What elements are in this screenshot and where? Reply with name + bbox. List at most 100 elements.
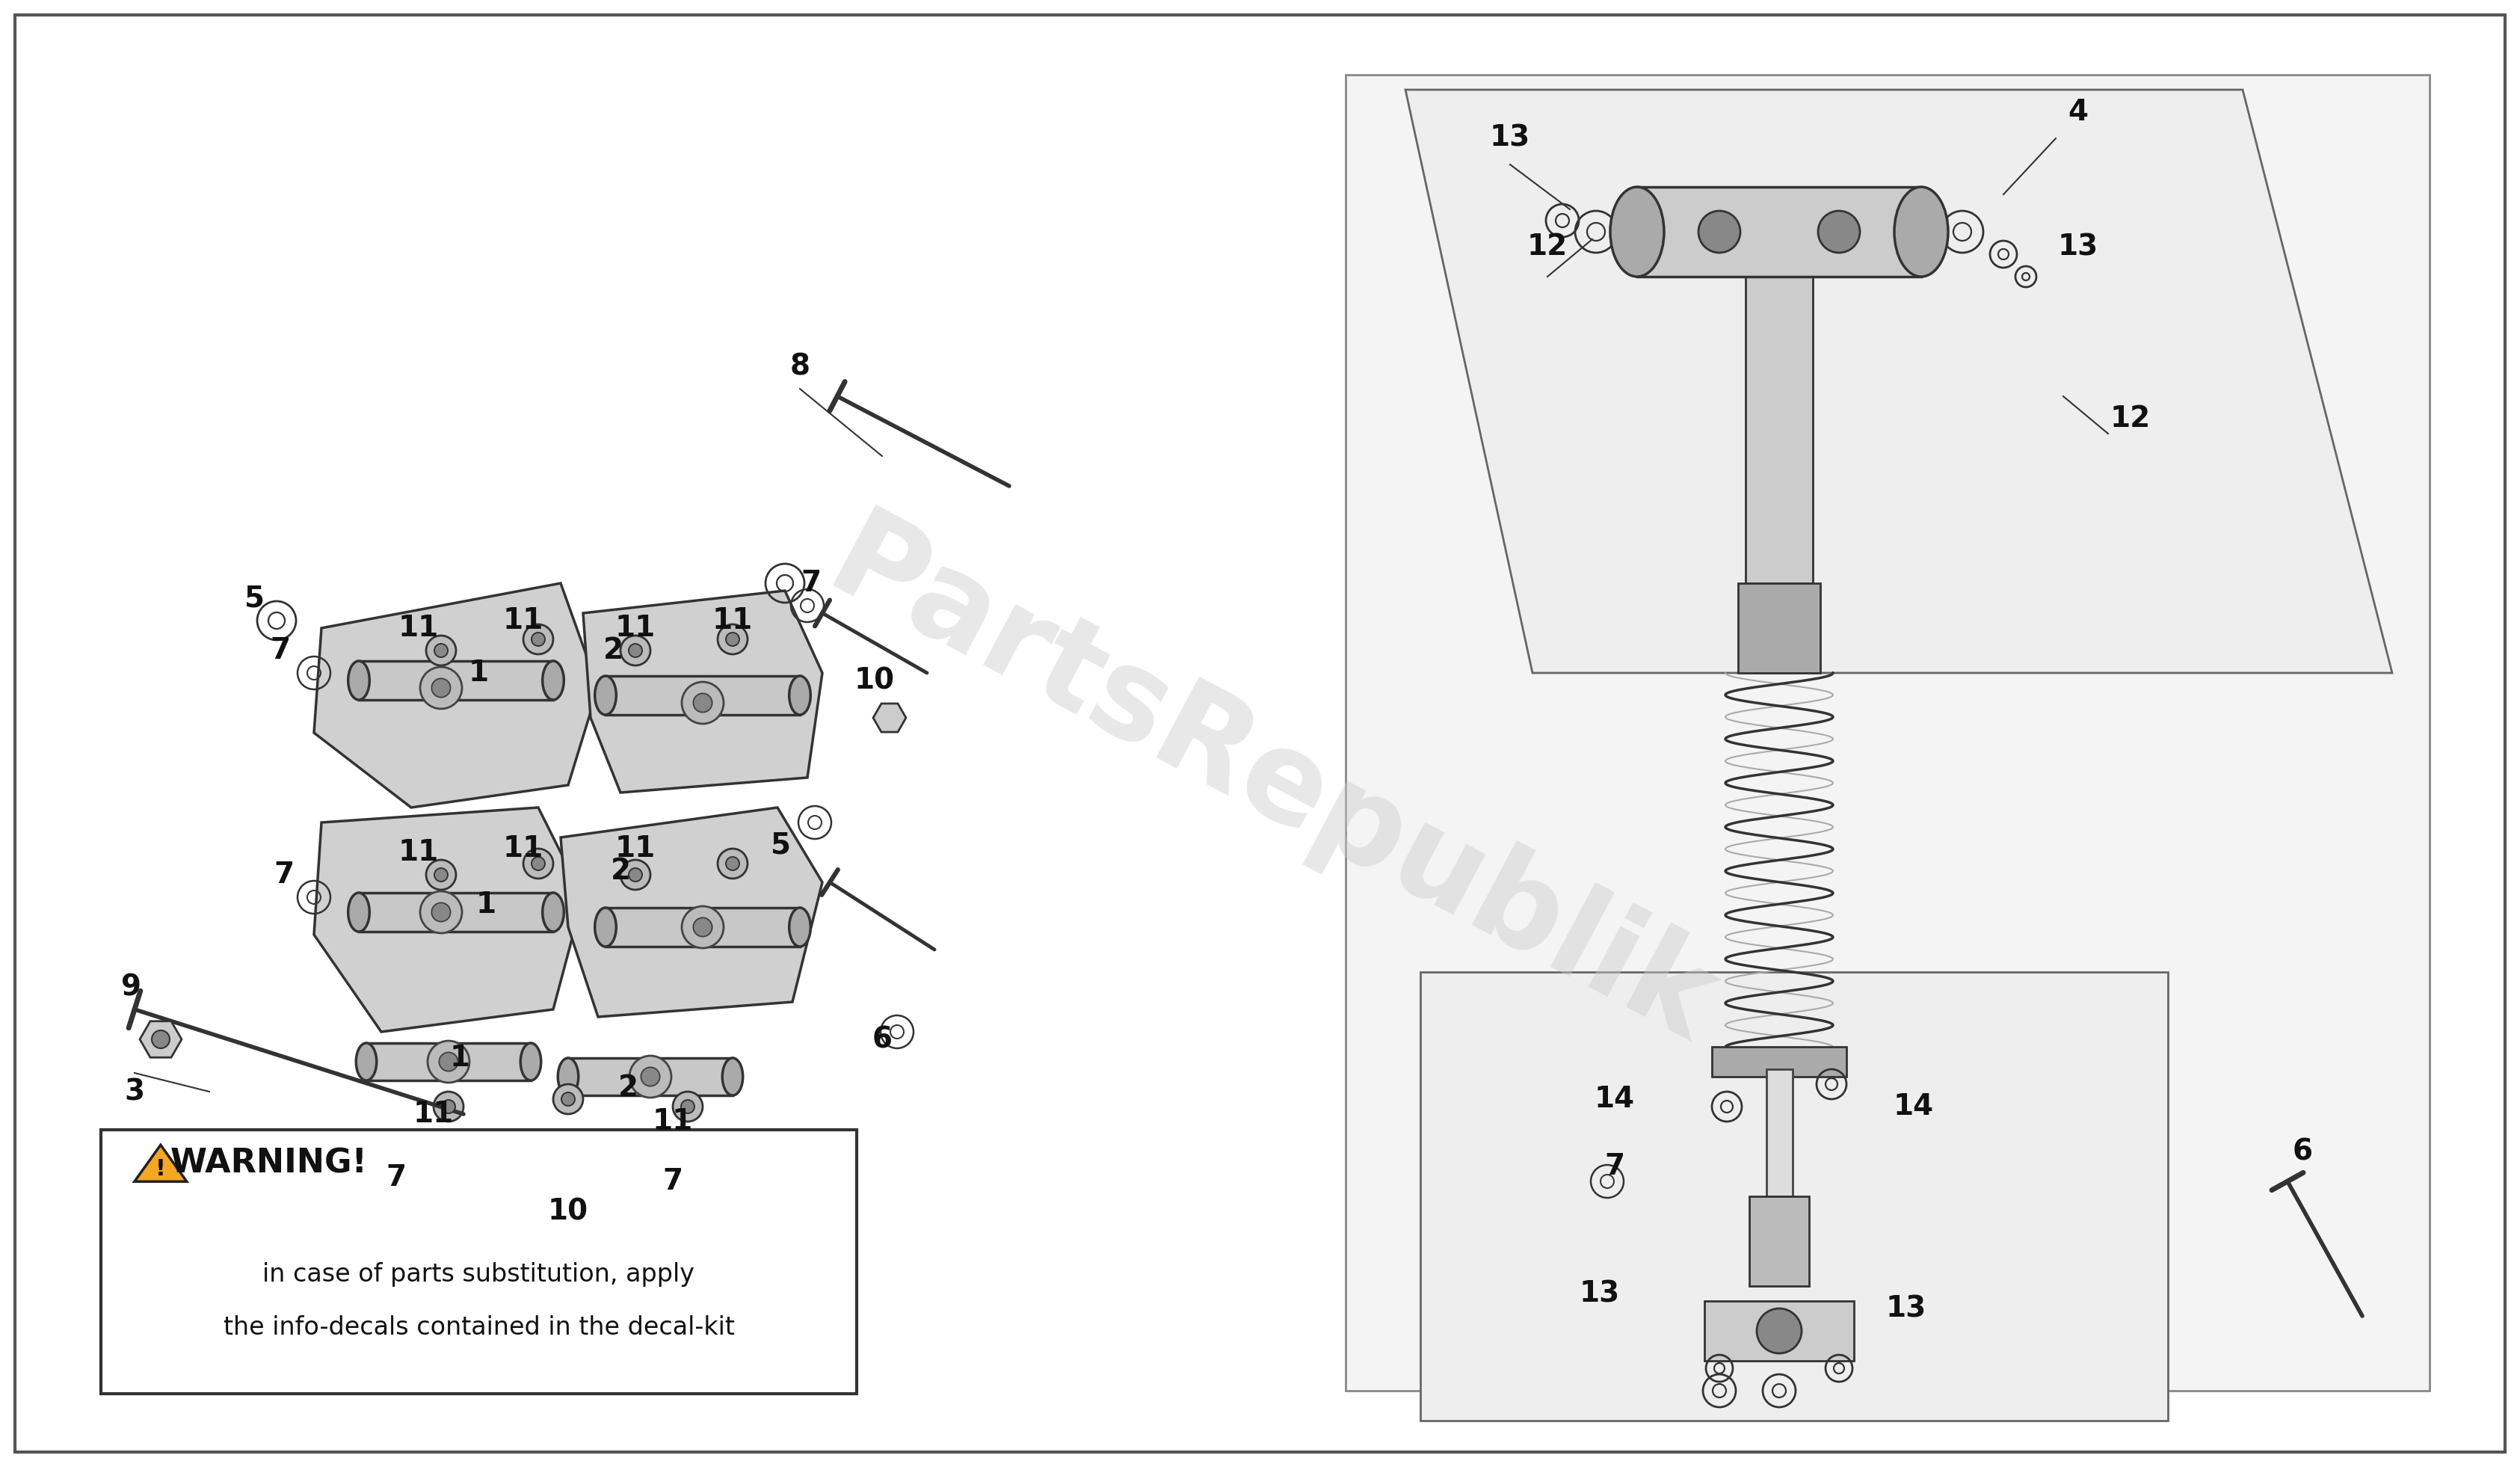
Polygon shape [559,807,822,1017]
Text: 10: 10 [854,666,895,694]
Circle shape [532,632,544,645]
Text: 7: 7 [386,1163,406,1191]
Text: 12: 12 [1527,233,1567,261]
Ellipse shape [1895,186,1948,277]
Circle shape [524,848,554,879]
Bar [1638,186,1920,277]
Text: 11: 11 [653,1108,693,1135]
Text: 11: 11 [504,606,544,635]
Circle shape [726,632,738,645]
Text: 9: 9 [121,973,141,1000]
Circle shape [683,907,723,948]
Ellipse shape [542,893,564,932]
Bar [358,893,554,932]
Polygon shape [315,584,597,807]
Bar [1711,1047,1847,1077]
Bar [358,662,554,700]
Ellipse shape [522,1043,542,1080]
Text: 2: 2 [610,857,630,885]
Text: 10: 10 [547,1197,587,1225]
Ellipse shape [1610,186,1663,277]
Text: 7: 7 [270,637,290,665]
Circle shape [431,678,451,697]
Ellipse shape [789,676,811,714]
Circle shape [1698,211,1741,252]
Polygon shape [1421,973,2167,1420]
Circle shape [718,625,748,654]
Ellipse shape [789,908,811,946]
Circle shape [1756,1309,1802,1354]
Text: 14: 14 [1595,1086,1635,1113]
Text: 11: 11 [713,606,753,635]
Text: 7: 7 [275,861,295,889]
Circle shape [426,635,456,666]
Circle shape [532,857,544,870]
Circle shape [431,902,451,921]
Text: 1: 1 [469,659,489,687]
Text: PartsRepublik: PartsRepublik [809,500,1734,1069]
Bar [365,1043,532,1080]
Circle shape [683,682,723,723]
Bar [605,908,799,946]
Text: 7: 7 [663,1168,683,1196]
Ellipse shape [355,1043,375,1080]
Circle shape [438,1052,459,1071]
Polygon shape [1406,89,2391,673]
Text: 3: 3 [123,1077,144,1106]
Circle shape [680,1100,696,1113]
Text: 2: 2 [602,637,622,665]
Ellipse shape [348,893,370,932]
Circle shape [718,848,748,879]
Text: 11: 11 [615,613,655,643]
Polygon shape [1346,75,2429,1391]
Circle shape [441,1100,456,1113]
Text: in case of parts substitution, apply: in case of parts substitution, apply [262,1263,696,1287]
Text: 11: 11 [398,613,438,643]
Circle shape [433,868,449,882]
Circle shape [421,892,461,933]
Text: 12: 12 [2109,405,2150,433]
Polygon shape [315,807,582,1031]
Text: 11: 11 [413,1100,454,1128]
Polygon shape [567,1159,600,1188]
Text: 2: 2 [617,1074,638,1102]
Text: 7: 7 [801,569,822,597]
Text: 4: 4 [2069,98,2089,126]
Ellipse shape [542,662,564,700]
Text: 7: 7 [1605,1152,1625,1181]
Circle shape [673,1091,703,1122]
Bar [1749,1196,1809,1287]
Bar [567,1058,733,1096]
Circle shape [693,918,713,936]
Circle shape [1817,211,1860,252]
Polygon shape [582,591,822,792]
Bar [1739,584,1819,673]
Bar [1746,277,1812,584]
Text: 1: 1 [449,1045,469,1072]
Text: 5: 5 [244,584,265,612]
Circle shape [426,860,456,890]
Text: 11: 11 [615,835,655,863]
Ellipse shape [595,676,617,714]
Circle shape [620,860,650,890]
Text: 11: 11 [504,835,544,863]
Ellipse shape [557,1058,580,1096]
Polygon shape [139,1021,181,1058]
Text: 13: 13 [2059,233,2099,261]
Text: 13: 13 [1489,125,1530,153]
Circle shape [433,644,449,657]
Circle shape [627,644,643,657]
Circle shape [630,1056,670,1097]
Text: the info-decals contained in the decal-kit: the info-decals contained in the decal-k… [224,1316,733,1339]
Text: WARNING!: WARNING! [171,1147,368,1179]
Circle shape [151,1030,169,1049]
Polygon shape [872,704,907,732]
Circle shape [640,1068,660,1086]
Circle shape [562,1093,575,1106]
Circle shape [428,1040,469,1083]
Text: 6: 6 [2293,1137,2313,1166]
Text: 8: 8 [789,352,809,380]
Text: 13: 13 [1580,1279,1620,1307]
Text: 6: 6 [872,1025,892,1053]
Circle shape [620,635,650,666]
